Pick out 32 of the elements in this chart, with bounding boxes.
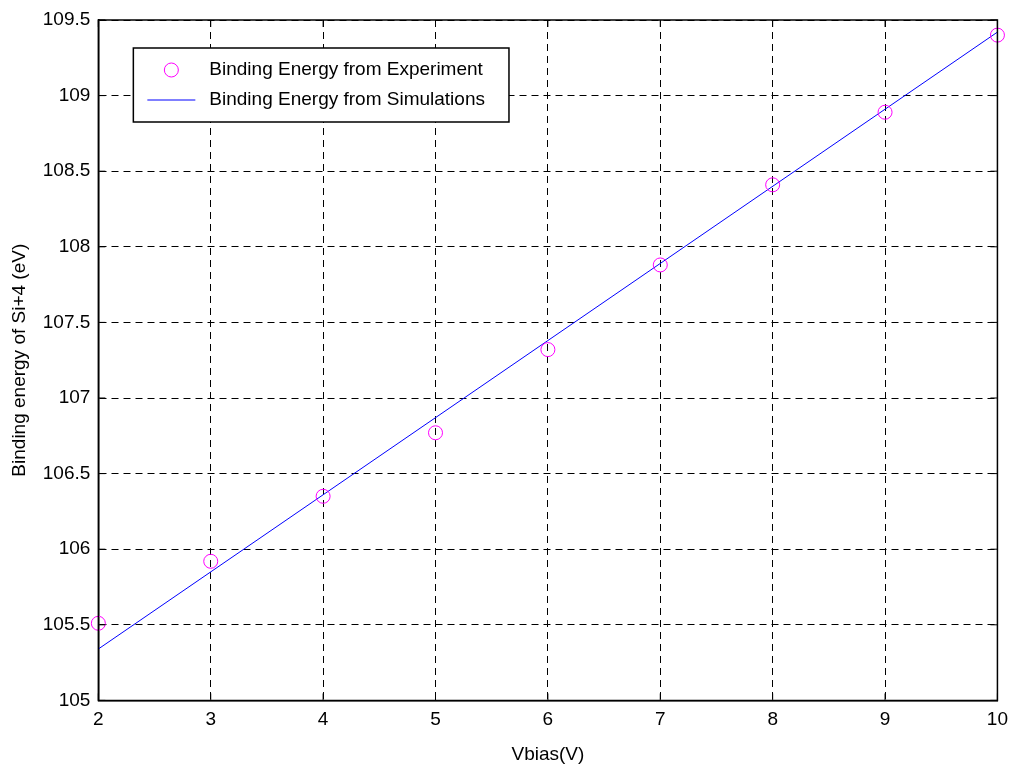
- x-axis-title: Vbias(V): [511, 742, 585, 764]
- y-axis-title: Binding energy of Si+4 (eV): [7, 243, 29, 477]
- x-tick-label: 3: [205, 708, 217, 730]
- y-tick-label: 109: [58, 83, 91, 105]
- point: [989, 27, 1005, 43]
- y-tick-label: 108: [58, 235, 91, 257]
- point: [652, 257, 668, 273]
- point: [428, 425, 443, 441]
- y-tick-label: 108.5: [42, 159, 91, 181]
- point: [540, 342, 556, 358]
- x-tick-label: 9: [879, 708, 891, 730]
- x-tick-label: 5: [430, 708, 441, 730]
- point: [90, 615, 106, 631]
- legend-label: Binding Energy from Simulations: [209, 88, 485, 110]
- point: [315, 488, 331, 504]
- point: [203, 553, 219, 569]
- point: [765, 177, 781, 193]
- y-tick-label: 107.5: [42, 310, 91, 332]
- y-tick-label: 106: [58, 537, 91, 559]
- x-tick-label: 6: [542, 708, 554, 730]
- x-tick-label: 2: [93, 708, 104, 730]
- x-tick-label: 7: [654, 708, 666, 730]
- y-tick-label: 107: [58, 386, 91, 408]
- y-tick-label: 105.5: [42, 613, 91, 635]
- y-tick-label: 109.5: [42, 8, 91, 30]
- x-tick-label: 10: [986, 708, 1008, 730]
- y-tick-label: 105: [58, 688, 91, 710]
- x-tick-label: 4: [317, 708, 329, 730]
- y-tick-label: 106.5: [42, 461, 91, 483]
- point: [877, 104, 893, 120]
- legend-label: Binding Energy from Experiment: [209, 58, 484, 80]
- x-tick-label: 8: [767, 708, 778, 730]
